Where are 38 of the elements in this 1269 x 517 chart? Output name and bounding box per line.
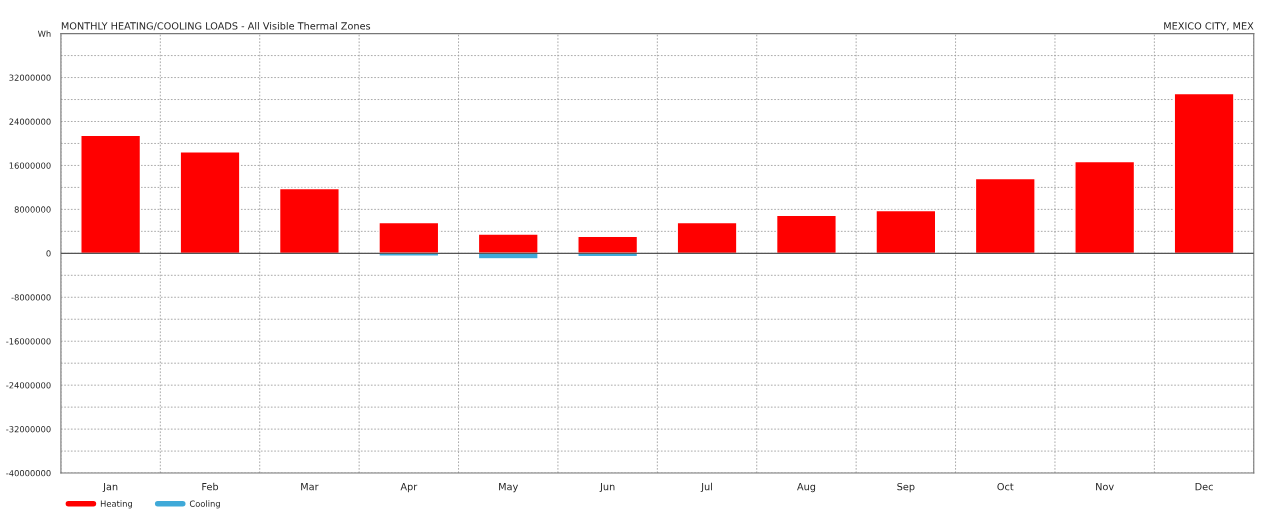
x-tick-label: Oct xyxy=(997,482,1014,491)
chart-title: MONTHLY HEATING/COOLING LOADS - All Visible Thermal Zones xyxy=(61,22,371,31)
bar xyxy=(775,214,837,255)
y-tick-label: 32000000 xyxy=(9,74,51,81)
x-tick-label: Jun xyxy=(599,483,615,493)
bar xyxy=(1173,92,1235,255)
x-tick-label: Apr xyxy=(400,483,418,493)
x-tick-label: Sep xyxy=(897,482,915,493)
bar xyxy=(875,209,937,255)
x-tick-label: Dec xyxy=(1195,483,1213,491)
y-tick-label: -32000000 xyxy=(6,426,51,433)
y-tick-label: 24000000 xyxy=(9,118,51,125)
bar xyxy=(278,187,340,255)
bar xyxy=(676,221,738,255)
x-tick-label: May xyxy=(499,483,518,493)
bar xyxy=(179,151,241,255)
x-tick-label: Aug xyxy=(797,483,816,493)
bar xyxy=(80,134,142,255)
y-tick-label: -16000000 xyxy=(6,338,51,345)
y-tick-label: -40000000 xyxy=(6,470,51,477)
bar xyxy=(974,177,1036,255)
x-tick-label: Jan xyxy=(102,483,118,493)
legend-label: Heating xyxy=(100,500,132,509)
bar xyxy=(1074,160,1136,255)
x-tick-label: Mar xyxy=(301,483,319,491)
y-tick-label: Wh xyxy=(37,30,51,37)
chart-subtitle: MEXICO CITY, MEX xyxy=(1164,22,1254,31)
bar xyxy=(378,221,440,255)
y-tick-label: 0 xyxy=(46,250,51,257)
y-tick-label: 8000000 xyxy=(14,206,51,213)
bar xyxy=(577,235,639,255)
x-tick-label: Nov xyxy=(1096,483,1114,491)
x-tick-label: Jul xyxy=(700,482,712,493)
y-tick-label: -8000000 xyxy=(11,294,51,301)
legend-label: Cooling xyxy=(189,500,220,509)
y-tick-label: 16000000 xyxy=(9,162,51,169)
x-tick-label: Feb xyxy=(202,482,219,491)
y-tick-label: -24000000 xyxy=(6,382,51,389)
